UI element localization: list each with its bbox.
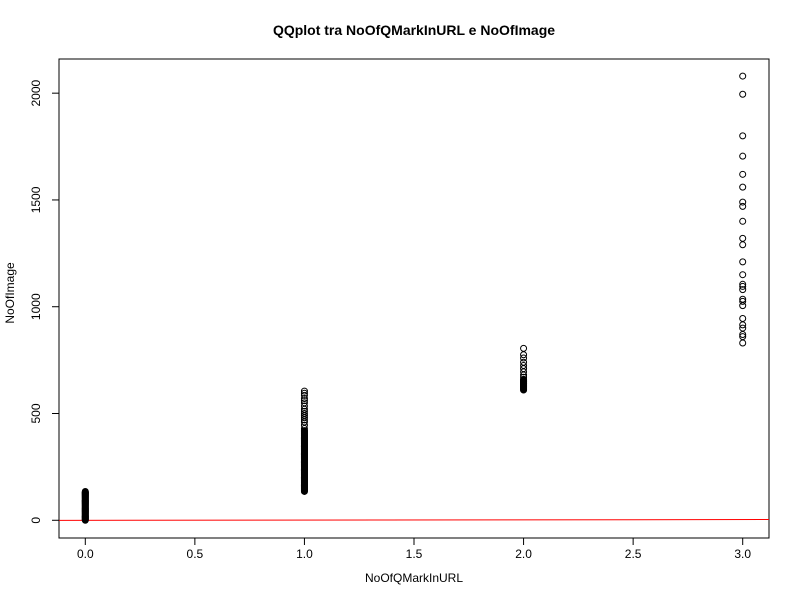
data-point [520, 373, 528, 381]
x-axis: 0.0 0.5 1.0 1.5 2.0 2.5 3.0 [77, 537, 751, 561]
data-point [81, 487, 89, 495]
data-point [300, 427, 308, 435]
data-point [300, 409, 308, 417]
data-point [520, 375, 528, 383]
data-point [739, 90, 747, 98]
data-point [300, 397, 308, 405]
data-point [739, 333, 747, 341]
data-point [300, 399, 308, 407]
y-tick-label: 0 [29, 517, 43, 524]
data-point [300, 387, 308, 395]
x-tick-label: 3.0 [734, 547, 751, 561]
chart-title: QQplot tra NoOfQMarkInURL e NoOfImage [273, 22, 555, 38]
data-point [300, 389, 308, 397]
y-axis-label: NoOfImage [3, 262, 17, 324]
data-point [739, 286, 747, 294]
data-point [300, 402, 308, 410]
data-point [520, 344, 528, 352]
data-point [739, 132, 747, 140]
data-point [739, 217, 747, 225]
data-point [520, 361, 528, 369]
y-tick-label: 1500 [29, 186, 43, 213]
x-tick-label: 1.0 [296, 547, 313, 561]
y-axis: 0 500 1000 1500 2000 [29, 79, 60, 524]
data-point [520, 354, 528, 362]
y-tick-label: 1000 [29, 293, 43, 320]
x-tick-label: 0.5 [187, 547, 204, 561]
data-point [739, 152, 747, 160]
data-point [739, 198, 747, 206]
data-point [739, 202, 747, 210]
reference-line-layer [58, 519, 770, 521]
data-point [739, 282, 747, 290]
y-tick-label: 500 [29, 403, 43, 423]
data-point [739, 241, 747, 249]
data-point [739, 234, 747, 242]
data-point [739, 271, 747, 279]
data-point [739, 314, 747, 322]
data-point [300, 407, 308, 415]
data-point [739, 324, 747, 332]
data-point [300, 421, 308, 429]
points-layer [81, 72, 747, 524]
data-point [739, 295, 747, 303]
data-point [739, 183, 747, 191]
data-point [739, 339, 747, 347]
data-point [739, 170, 747, 178]
data-point [520, 358, 528, 366]
y-tick-label: 2000 [29, 79, 43, 106]
x-tick-label: 0.0 [77, 547, 94, 561]
x-tick-label: 2.5 [625, 547, 642, 561]
data-point [739, 297, 747, 305]
data-point [739, 72, 747, 80]
data-point [739, 280, 747, 288]
x-tick-label: 2.0 [515, 547, 532, 561]
data-point [300, 391, 308, 399]
plot-frame [58, 58, 770, 539]
data-point [300, 395, 308, 403]
x-axis-label: NoOfQMarkInURL [365, 571, 463, 585]
data-point [739, 258, 747, 266]
x-tick-label: 1.5 [406, 547, 423, 561]
reference-line [58, 519, 770, 521]
